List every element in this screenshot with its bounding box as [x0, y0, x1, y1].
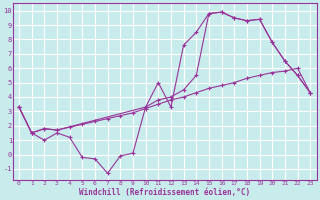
X-axis label: Windchill (Refroidissement éolien,°C): Windchill (Refroidissement éolien,°C): [79, 188, 250, 197]
